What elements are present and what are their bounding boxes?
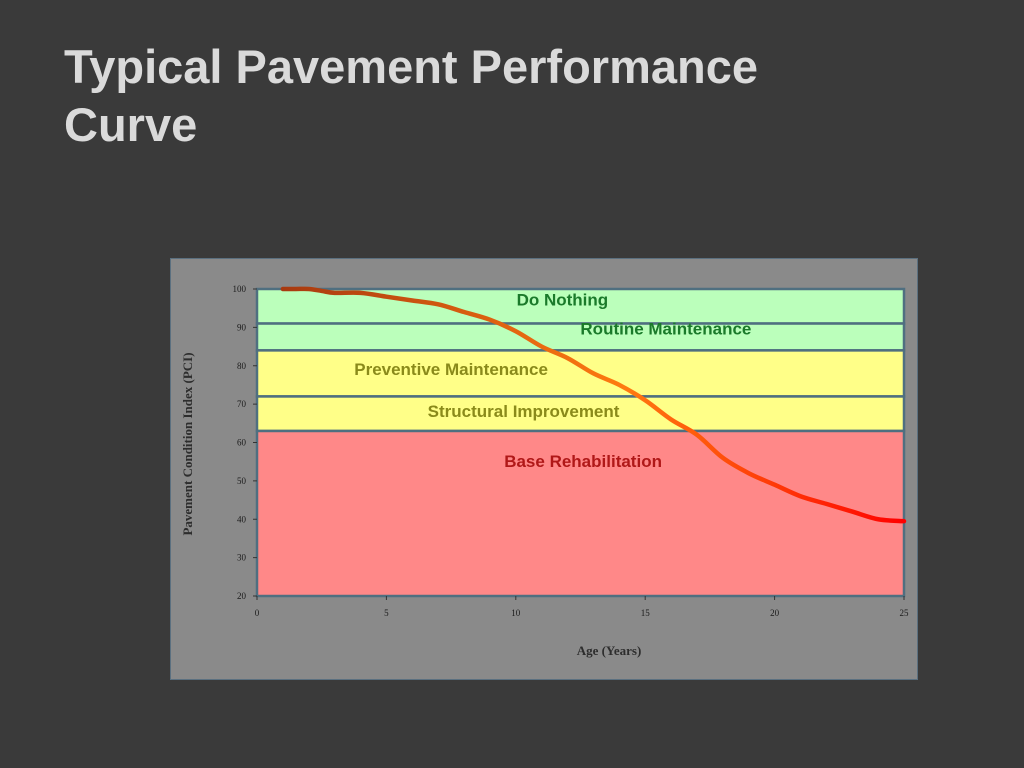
band-label-structural-improvement: Structural Improvement [428, 402, 620, 421]
condition-bands [255, 287, 906, 598]
x-axis-title: Age (Years) [577, 643, 642, 658]
x-tick-label: 25 [900, 608, 910, 618]
y-tick-label: 30 [237, 553, 247, 563]
band-base-rehabilitation [255, 429, 906, 598]
slide-title-line-1: Typical Pavement Performance [64, 40, 758, 93]
x-tick-label: 0 [255, 608, 260, 618]
slide-title-line-2: Curve [64, 98, 198, 151]
band-preventive-maintenance [255, 349, 906, 398]
y-tick-label: 40 [237, 514, 247, 524]
band-label-preventive-maintenance: Preventive Maintenance [354, 360, 548, 379]
x-tick-label: 5 [384, 608, 389, 618]
axes: 20 30 40 50 60 70 80 90 100 0 5 10 15 20 25 [233, 284, 910, 618]
y-tick-label: 50 [237, 476, 247, 486]
band-labels: Do Nothing Routine Maintenance Preventive … [354, 291, 751, 471]
y-tick-label: 100 [233, 284, 247, 294]
y-tick-label: 80 [237, 361, 247, 371]
band-label-do-nothing: Do Nothing [517, 291, 609, 310]
pci-curve-line [280, 286, 907, 524]
y-tick-label: 90 [237, 322, 247, 332]
band-label-routine-maintenance: Routine Maintenance [580, 320, 751, 339]
y-tick-label: 60 [237, 438, 247, 448]
pci-chart: 20 30 40 50 60 70 80 90 100 0 5 10 15 20 25 Do Nothing… [180, 284, 910, 658]
performance-curve [280, 286, 907, 524]
x-tick-label: 20 [770, 608, 780, 618]
x-tick-label: 10 [511, 608, 521, 618]
y-tick-label: 70 [237, 399, 247, 409]
x-tick-label: 15 [641, 608, 651, 618]
y-tick-label: 20 [237, 591, 247, 601]
slide-title: Typical Pavement Performance Curve [64, 38, 964, 154]
y-axis-title: Pavement Condition Index (PCI) [180, 352, 195, 535]
band-label-base-rehabilitation: Base Rehabilitation [504, 452, 662, 471]
